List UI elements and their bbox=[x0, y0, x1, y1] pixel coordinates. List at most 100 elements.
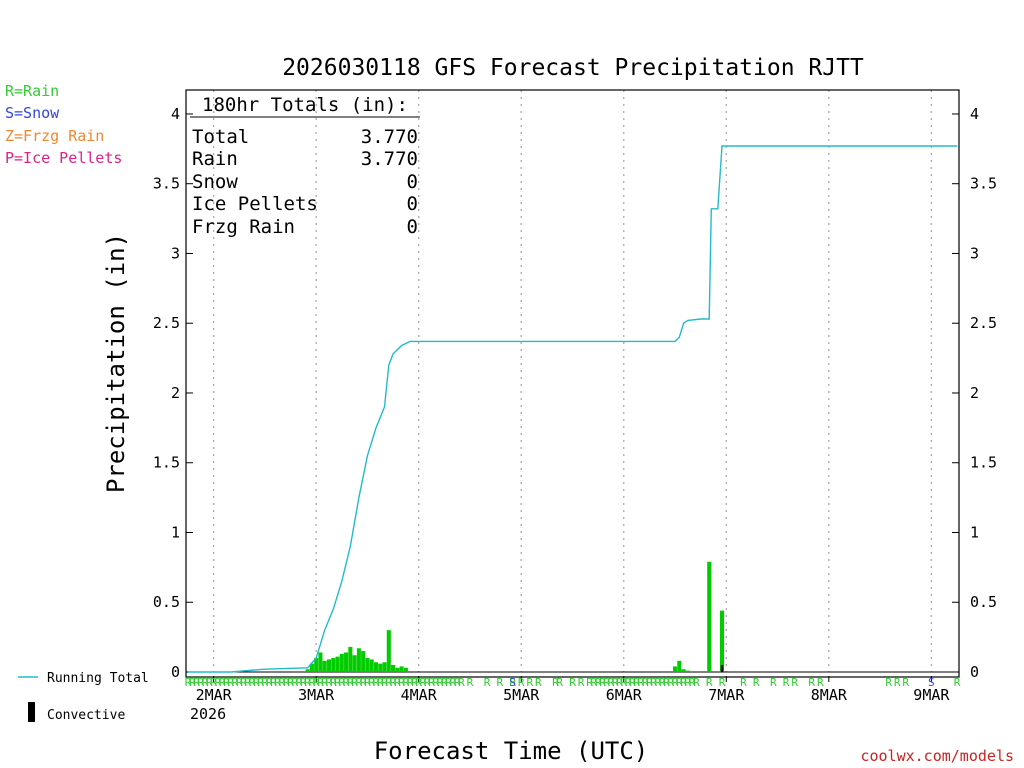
x-tick-label: 9MAR bbox=[913, 686, 950, 704]
ptype-marker: R bbox=[232, 676, 239, 689]
x-tick-sublabel: 2026 bbox=[190, 705, 226, 723]
ptype-marker: R bbox=[283, 676, 290, 689]
ptype-marker: R bbox=[240, 676, 247, 689]
ptype-marker: R bbox=[304, 676, 311, 689]
ptype-marker: R bbox=[445, 676, 452, 689]
ptype-marker: R bbox=[300, 676, 307, 689]
y-tick-label-left: 4 bbox=[171, 105, 180, 123]
ptype-marker: R bbox=[334, 676, 341, 689]
ptype-marker: R bbox=[198, 676, 205, 689]
ptype-marker: R bbox=[894, 676, 901, 689]
ptype-marker: R bbox=[309, 676, 316, 689]
legend-rain: R=Rain bbox=[5, 82, 59, 100]
legend-ice-pellets: P=Ice Pellets bbox=[5, 149, 122, 167]
ptype-marker: R bbox=[257, 676, 264, 689]
x-tick-label: 3MAR bbox=[298, 686, 335, 704]
ptype-marker: R bbox=[432, 676, 439, 689]
ptype-marker: R bbox=[351, 676, 358, 689]
y-tick-label-right: 1.5 bbox=[970, 454, 997, 472]
y-axis: 0 00.5 0.51 11.5 1.52 22.5 2.53 33.5 3.54 4 bbox=[153, 105, 997, 681]
ptype-marker: R bbox=[663, 676, 670, 689]
ptype-marker: R bbox=[552, 676, 559, 689]
ptype-marker: R bbox=[672, 676, 679, 689]
ptype-marker: R bbox=[616, 676, 623, 689]
ptype-marker: R bbox=[655, 676, 662, 689]
ptype-marker: R bbox=[253, 676, 260, 689]
legend-frzg-rain: Z=Frzg Rain bbox=[5, 127, 104, 145]
ptype-marker: R bbox=[317, 676, 324, 689]
precip-bar bbox=[386, 630, 391, 672]
running-total-line bbox=[188, 145, 957, 673]
precip-bar bbox=[369, 659, 374, 672]
precip-bar bbox=[335, 656, 340, 672]
totals-box: 180hr Totals (in): Total 3.770 Rain 3.77… bbox=[190, 94, 420, 238]
ptype-marker: R bbox=[689, 676, 696, 689]
y-tick-label-left: 0.5 bbox=[153, 593, 180, 611]
precip-bar bbox=[365, 658, 370, 672]
totals-label-frzg-rain: Frzg Rain bbox=[192, 216, 295, 238]
ptype-marker: R bbox=[403, 676, 410, 689]
x-tick-label: 2MAR bbox=[196, 686, 233, 704]
bottom-legend: Running Total Convective bbox=[18, 671, 149, 723]
ptype-marker: R bbox=[291, 676, 298, 689]
precip-bar bbox=[331, 658, 336, 672]
totals-value-frzg-rain: 0 bbox=[407, 216, 418, 238]
y-axis-label: Precipitation (in) bbox=[102, 233, 130, 493]
ptype-marker: R bbox=[219, 676, 226, 689]
y-tick-label-right: 2.5 bbox=[970, 314, 997, 332]
ptype-marker: R bbox=[215, 676, 222, 689]
ptype-marker: R bbox=[706, 676, 713, 689]
ptype-marker: R bbox=[377, 676, 384, 689]
ptype-marker: R bbox=[262, 676, 269, 689]
precip-bar bbox=[395, 667, 400, 672]
precip-bar bbox=[403, 667, 408, 672]
ptype-marker: R bbox=[390, 676, 397, 689]
ptype-marker: R bbox=[509, 676, 516, 689]
watermark: coolwx.com/models bbox=[860, 747, 1014, 765]
ptype-marker: R bbox=[364, 676, 371, 689]
ptype-marker: R bbox=[244, 676, 251, 689]
ptype-marker: R bbox=[518, 676, 525, 689]
ptype-marker: R bbox=[569, 676, 576, 689]
ptype-marker: R bbox=[210, 676, 217, 689]
ptype-marker: R bbox=[633, 676, 640, 689]
ptype-legend: R=Rain S=Snow Z=Frzg Rain P=Ice Pellets bbox=[5, 82, 122, 167]
ptype-marker: R bbox=[676, 676, 683, 689]
ptype-marker: R bbox=[646, 676, 653, 689]
legend-snow: S=Snow bbox=[5, 104, 60, 122]
ptype-marker: R bbox=[236, 676, 243, 689]
ptype-marker: R bbox=[428, 676, 435, 689]
x-gridlines bbox=[212, 90, 933, 672]
ptype-marker: R bbox=[620, 676, 627, 689]
precip-bar bbox=[314, 658, 319, 672]
ptype-marker: R bbox=[206, 676, 213, 689]
ptype-marker: R bbox=[458, 676, 465, 689]
precip-bar bbox=[399, 666, 404, 672]
x-tick-label: 6MAR bbox=[606, 686, 643, 704]
ptype-marker: R bbox=[659, 676, 666, 689]
ptype-marker: R bbox=[441, 676, 448, 689]
ptype-marker: R bbox=[373, 676, 380, 689]
ptype-marker: R bbox=[313, 676, 320, 689]
plot-frame bbox=[185, 89, 960, 678]
x-tick-label: 8MAR bbox=[811, 686, 848, 704]
ptype-marker: R bbox=[360, 676, 367, 689]
precip-bar bbox=[373, 662, 379, 672]
totals-value-rain: 3.770 bbox=[361, 148, 418, 170]
precip-bar bbox=[356, 648, 361, 672]
ptype-marker: R bbox=[497, 676, 504, 689]
ptype-marker: R bbox=[638, 676, 645, 689]
y-tick-label-left: 1 bbox=[171, 523, 180, 541]
totals-label-total: Total bbox=[192, 126, 249, 148]
ptype-marker: R bbox=[595, 676, 602, 689]
ptype-marker: R bbox=[296, 676, 303, 689]
precip-bars bbox=[305, 561, 725, 672]
ptype-marker: R bbox=[381, 676, 388, 689]
totals-value-total: 3.770 bbox=[361, 126, 418, 148]
ptype-marker: R bbox=[808, 676, 815, 689]
y-tick-label-left: 3 bbox=[171, 244, 180, 262]
precip-bar bbox=[322, 660, 327, 672]
ptype-marker: R bbox=[885, 676, 892, 689]
y-tick-label-left: 0 bbox=[171, 663, 180, 681]
totals-value-snow: 0 bbox=[407, 171, 418, 193]
